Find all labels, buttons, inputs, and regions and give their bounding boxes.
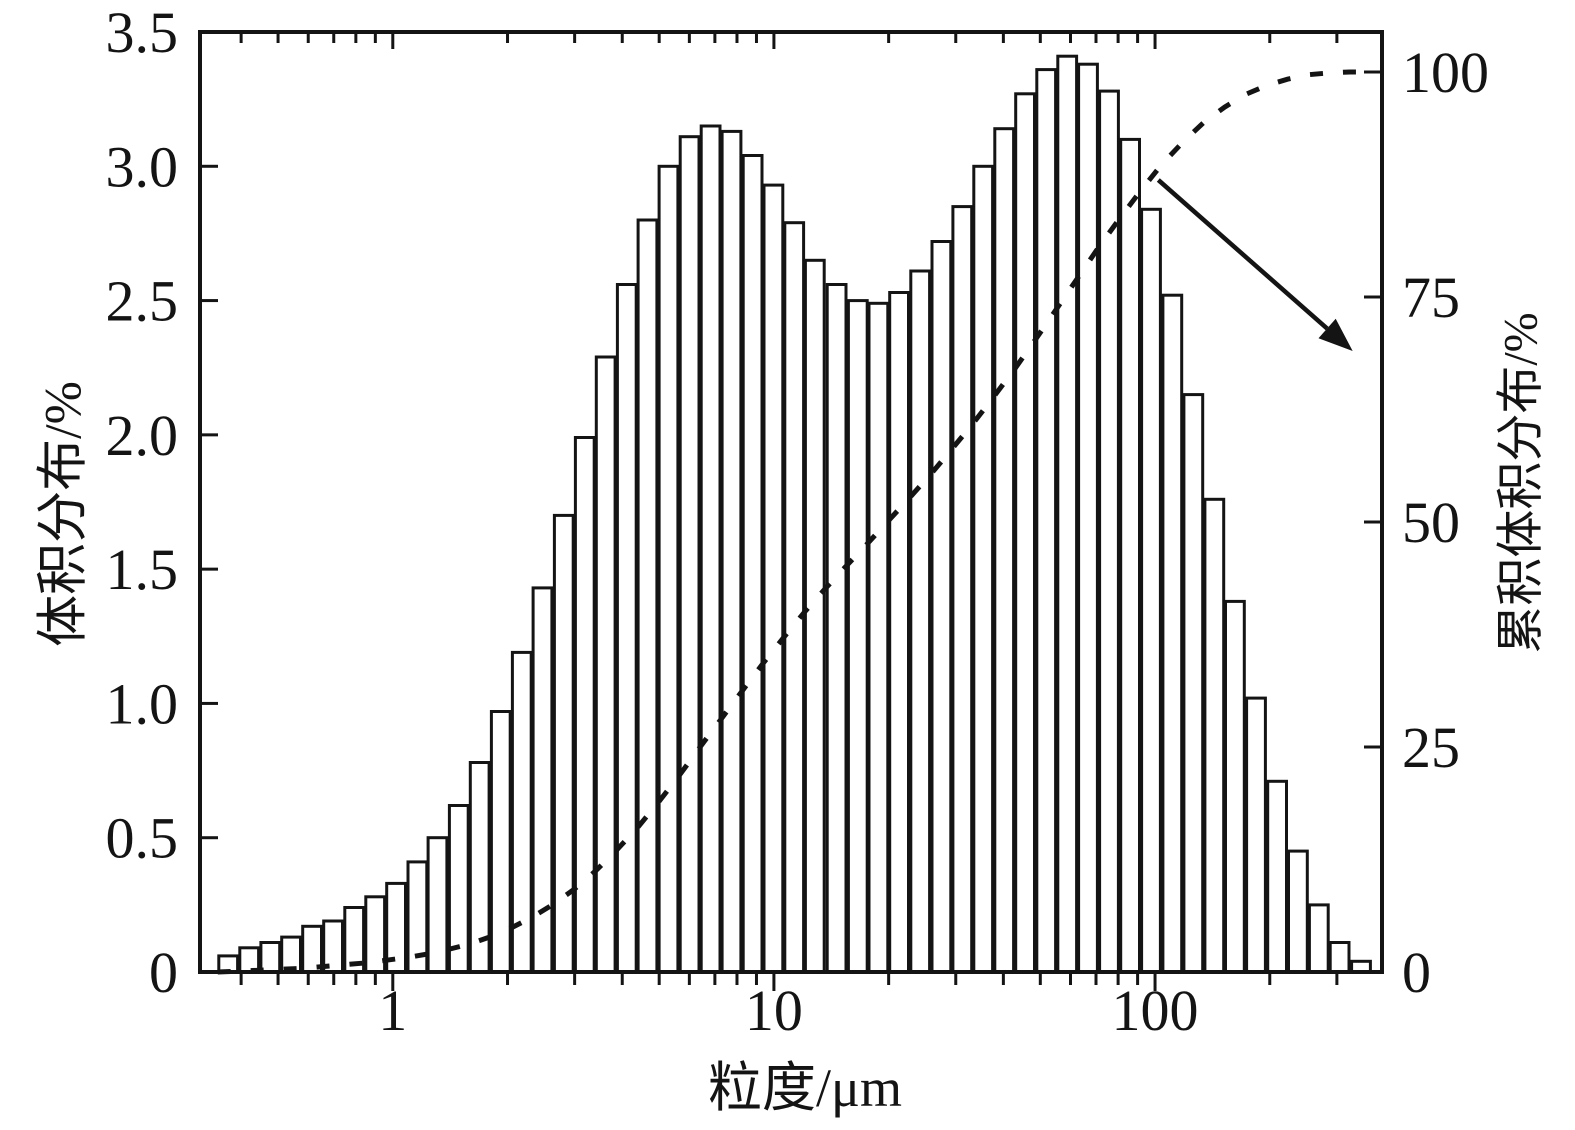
- histogram-bar: [1266, 779, 1288, 974]
- histogram-bar: [1140, 207, 1162, 974]
- x-tick-label: 1: [378, 978, 407, 1043]
- left-axis-title: 体积分布/%: [36, 381, 93, 647]
- histogram-bar: [888, 291, 911, 974]
- histogram-bar: [657, 164, 680, 974]
- histogram-bar: [489, 710, 512, 974]
- histogram-bar: [783, 221, 806, 974]
- histogram-bar: [573, 436, 596, 974]
- left-tick-label: 2.0: [106, 403, 179, 468]
- histogram-bar: [636, 218, 659, 974]
- histogram-bar: [1119, 137, 1141, 974]
- histogram-bar: [909, 269, 932, 974]
- histogram-bar: [993, 127, 1016, 974]
- x-tick-label: 100: [1112, 978, 1199, 1043]
- right-axis-title: 累积体积分布/%: [1495, 312, 1548, 653]
- histogram-bar: [1203, 497, 1226, 974]
- histogram-bar: [699, 124, 722, 974]
- left-tick-label: 2.5: [106, 269, 179, 334]
- left-tick-label: 0.5: [106, 806, 179, 871]
- histogram-bar: [1287, 849, 1309, 974]
- histogram-bar: [615, 283, 638, 974]
- left-tick-label: 1.0: [106, 671, 179, 736]
- histogram-bar: [1077, 62, 1099, 974]
- right-tick-label: 0: [1402, 940, 1431, 1005]
- histogram-bar: [531, 586, 554, 974]
- histogram-bar: [951, 205, 974, 974]
- left-tick-label: 3.5: [106, 0, 179, 65]
- cumulative-curve: [217, 69, 1372, 975]
- histogram-bar: [1161, 293, 1184, 974]
- x-tick-label: 10: [745, 978, 803, 1043]
- histogram-bar: [552, 513, 575, 974]
- right-tick-label: 50: [1402, 490, 1460, 555]
- left-tick-label: 1.5: [106, 537, 179, 602]
- annotation-arrowhead: [1318, 318, 1353, 351]
- histogram-bar: [803, 258, 826, 974]
- histogram-bar: [1307, 903, 1330, 974]
- histogram-bar: [972, 164, 995, 974]
- histogram-bar: [762, 183, 785, 974]
- histogram-bar: [594, 355, 617, 974]
- histogram-bar: [1182, 393, 1205, 974]
- histogram-bar: [1014, 92, 1037, 974]
- histogram-bar: [720, 129, 743, 974]
- histogram-bar: [741, 154, 764, 974]
- histogram-bar: [846, 299, 869, 974]
- histogram-bar: [1328, 941, 1351, 974]
- histogram-bar: [1056, 54, 1079, 974]
- histogram-bar: [426, 836, 449, 974]
- plot-frame: [198, 30, 1384, 974]
- histogram-bar: [930, 240, 953, 974]
- left-tick-label: 3.0: [106, 134, 179, 199]
- histogram-bar: [825, 283, 848, 974]
- right-tick-label: 75: [1402, 265, 1460, 330]
- right-tick-label: 25: [1402, 715, 1460, 780]
- annotation-arrow-shaft: [1156, 178, 1329, 331]
- histogram-bar: [364, 895, 387, 974]
- histogram-bar: [1245, 696, 1267, 974]
- chart-render-root: 1 10 100 0 0.5 1.0 1.5 2.0 2.5 3.0 3.5 0 25 50 75 100: [106, 0, 1490, 1043]
- x-axis-title: 粒度/μm: [708, 1058, 902, 1118]
- left-tick-label: 0: [149, 940, 178, 1005]
- histogram-bar: [1035, 68, 1058, 974]
- right-tick-label: 100: [1402, 40, 1489, 105]
- histogram-bar: [259, 941, 282, 974]
- histogram-bar: [867, 301, 890, 974]
- histogram-bar: [678, 135, 701, 974]
- histogram-bar: [1224, 599, 1246, 974]
